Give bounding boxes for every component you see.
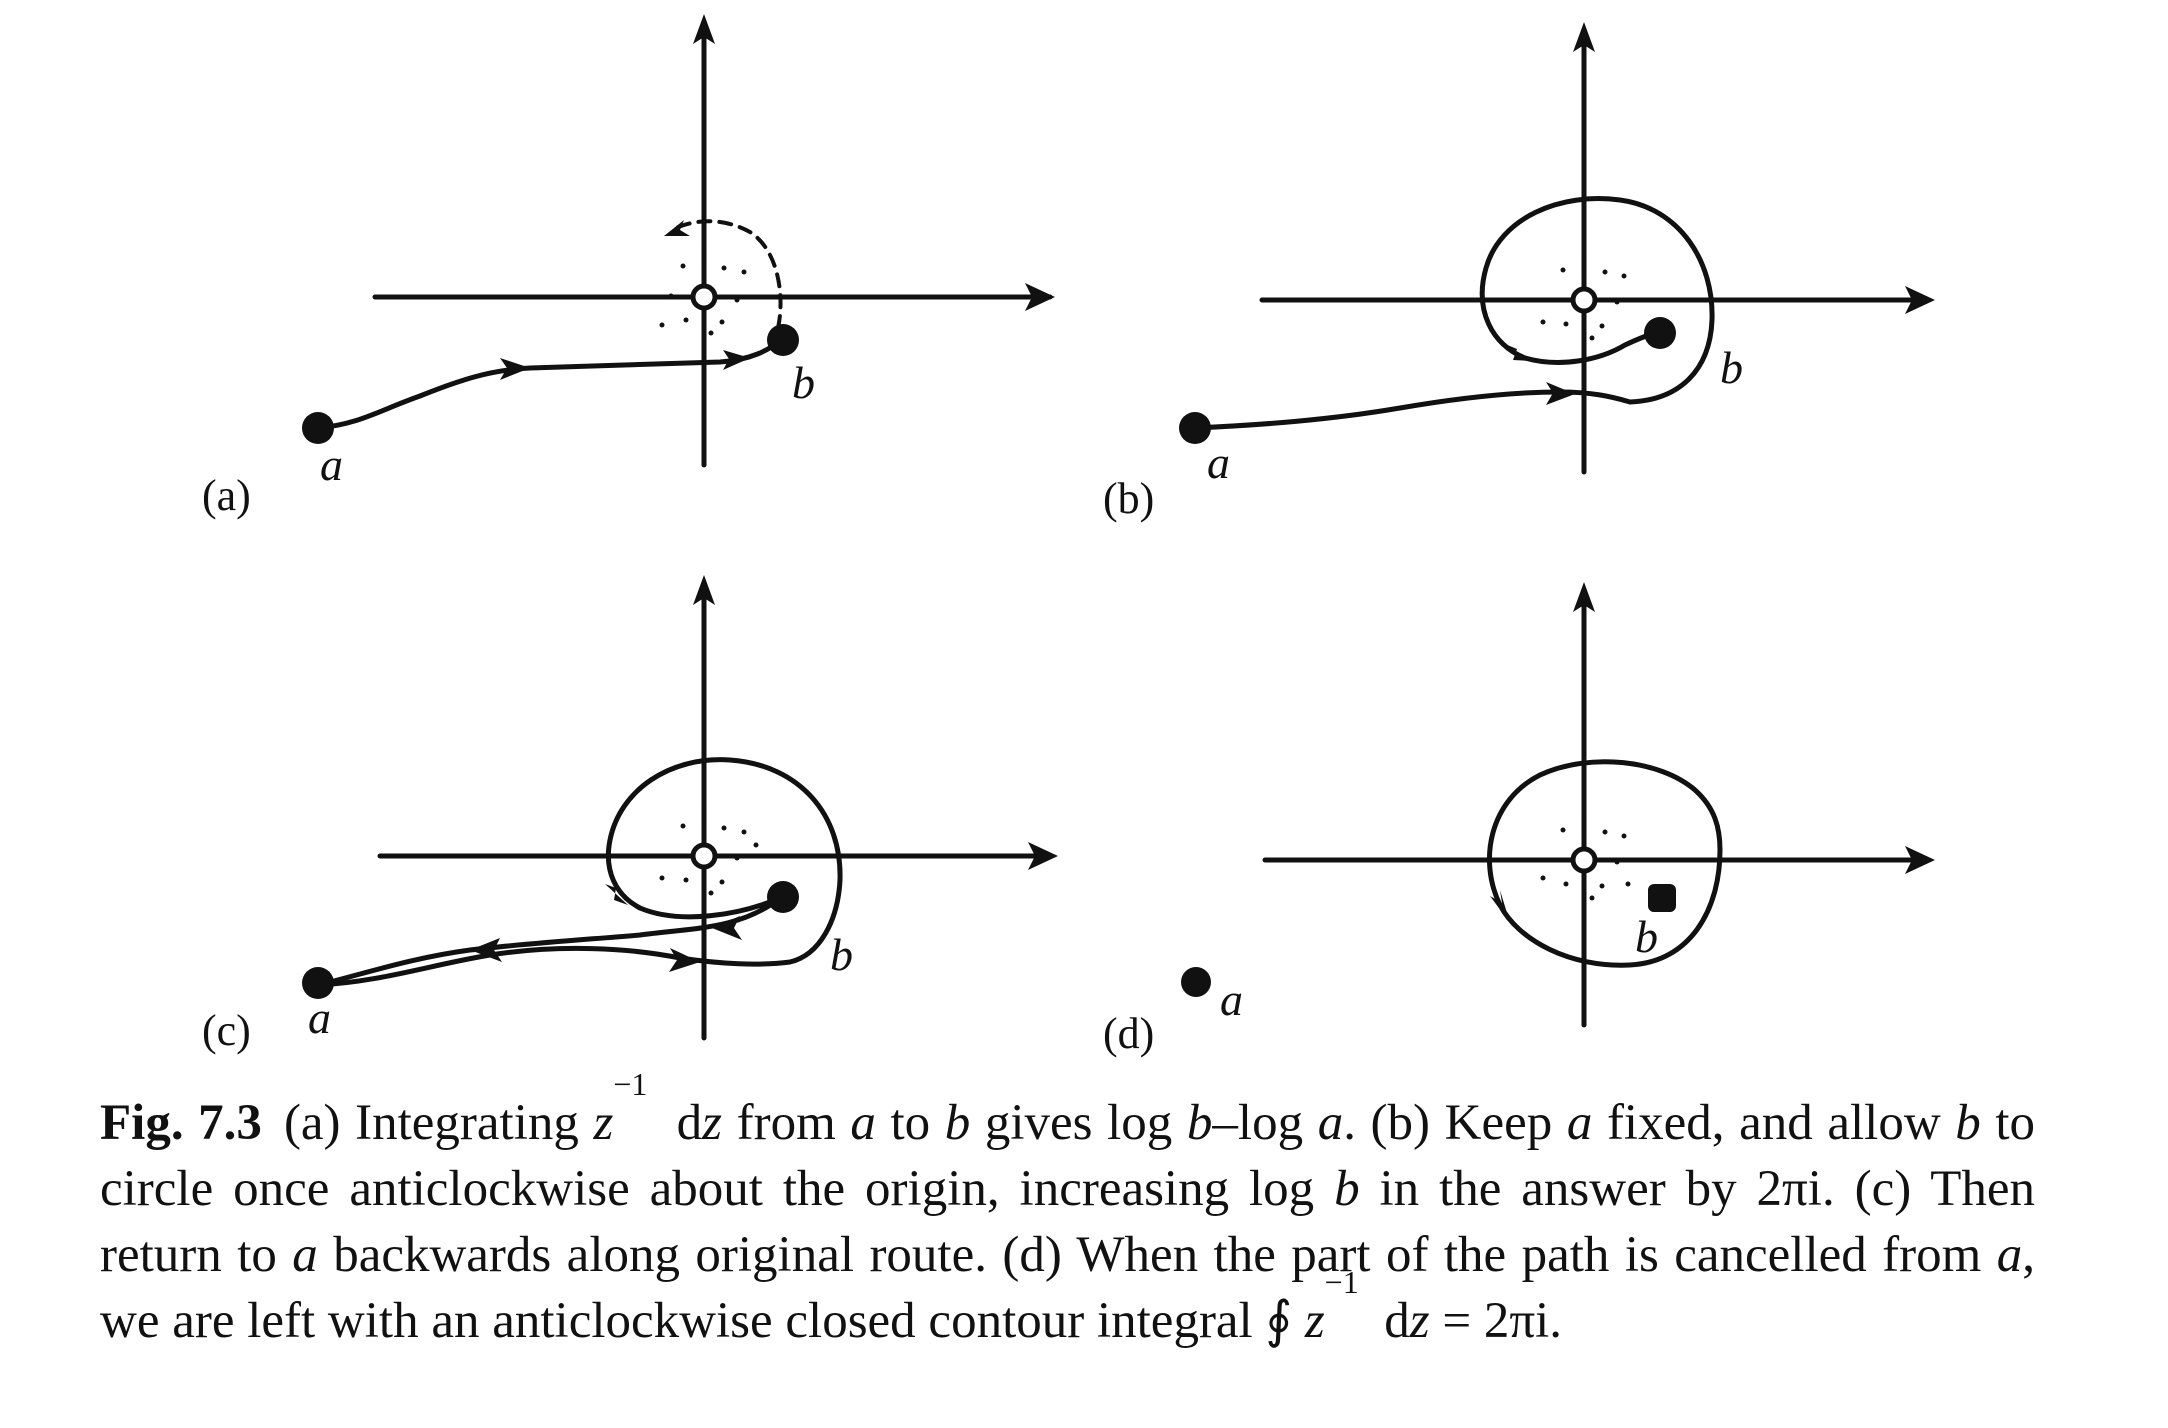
branch-point-specks bbox=[659, 815, 759, 896]
real-axis-arrowhead bbox=[1905, 846, 1935, 874]
point-b-label: b bbox=[792, 357, 815, 408]
caption-var: z bbox=[1304, 1293, 1325, 1349]
figure-number: Fig. 7.3 bbox=[100, 1095, 262, 1151]
return-arrowhead-1 bbox=[470, 938, 502, 962]
origin-marker bbox=[1570, 846, 1598, 874]
imaginary-axis-arrowhead bbox=[693, 575, 715, 605]
path-forward bbox=[315, 757, 843, 988]
caption-var: b bbox=[944, 1095, 971, 1151]
point-b-label: b bbox=[1635, 911, 1658, 962]
path-arrowhead-2 bbox=[723, 350, 750, 370]
origin-marker bbox=[1570, 286, 1598, 314]
contour-arrowhead bbox=[1490, 890, 1510, 923]
loop-around-origin bbox=[1479, 196, 1715, 405]
caption-text: to bbox=[875, 1095, 945, 1151]
point-b-label: b bbox=[1720, 342, 1743, 393]
caption-text: –log bbox=[1212, 1095, 1318, 1151]
closed-contour bbox=[1486, 759, 1723, 968]
caption-exponent: −1 bbox=[1324, 1264, 1359, 1300]
point-a-label: a bbox=[1220, 974, 1243, 1025]
caption-var: z bbox=[702, 1095, 722, 1151]
real-axis-arrowhead bbox=[1028, 842, 1058, 870]
panel-a: a b (a) bbox=[202, 14, 1055, 520]
point-a-dot bbox=[1179, 412, 1211, 444]
caption-var: a bbox=[1996, 1227, 2023, 1283]
loop-arrowhead bbox=[605, 884, 628, 905]
imaginary-axis-arrowhead bbox=[693, 14, 715, 44]
path-a-to-b bbox=[315, 337, 783, 431]
real-axis-arrowhead bbox=[1905, 286, 1935, 314]
path-arrowhead-1 bbox=[500, 358, 530, 380]
caption-text: . (b) Keep bbox=[1343, 1095, 1567, 1151]
real-axis-arrowhead bbox=[1025, 283, 1055, 311]
panel-d: a b (d) bbox=[1103, 582, 1935, 1058]
dashed-arc-arrowhead bbox=[664, 220, 690, 236]
point-b-dot bbox=[767, 324, 799, 356]
caption-text: from bbox=[722, 1095, 851, 1151]
imaginary-axis-arrowhead bbox=[1573, 582, 1595, 612]
branch-point-specks bbox=[659, 255, 747, 336]
caption-text: in the answer by 2πi. (c) Then return to bbox=[100, 1161, 2035, 1283]
point-a-label: a bbox=[320, 439, 343, 490]
path-arrowhead bbox=[1546, 382, 1575, 405]
caption-text: d bbox=[1384, 1293, 1410, 1349]
caption-var: b bbox=[1334, 1161, 1360, 1217]
point-b-dot bbox=[1648, 884, 1676, 912]
panel-b: a b (b) bbox=[1103, 22, 1935, 523]
caption-text: , we are left with an anticlockwise clos… bbox=[100, 1227, 2035, 1349]
point-a-dot bbox=[302, 967, 334, 999]
imaginary-axis-arrowhead bbox=[1573, 22, 1595, 52]
figure-caption: Fig. 7.3 (a) Integrating z−1 dz from a to… bbox=[100, 1068, 2036, 1354]
caption-text: backwards along original route. (d) When… bbox=[317, 1227, 1997, 1283]
panel-d-label: (d) bbox=[1103, 1009, 1154, 1058]
forward-arrowhead bbox=[669, 948, 700, 972]
caption-exponent: −1 bbox=[613, 1066, 648, 1102]
panel-b-label: (b) bbox=[1103, 474, 1154, 523]
figure-7-3: a b (a) a b (b) bbox=[202, 14, 1935, 1058]
panel-c: a b (c) bbox=[202, 575, 1058, 1055]
caption-text: = 2πi. bbox=[1429, 1293, 1563, 1349]
caption-var: b bbox=[1186, 1095, 1213, 1151]
caption-text: to circle once anticlockwise about the o… bbox=[100, 1095, 2036, 1217]
caption-text: d bbox=[676, 1095, 703, 1151]
point-a-label: a bbox=[308, 992, 331, 1043]
origin-marker bbox=[690, 842, 718, 870]
dashed-arc bbox=[670, 219, 783, 330]
caption-var: a bbox=[850, 1095, 876, 1151]
path-return bbox=[315, 895, 783, 988]
caption-var: a bbox=[1566, 1095, 1593, 1151]
return-arrowhead-2 bbox=[712, 916, 742, 940]
caption-var: z bbox=[593, 1095, 614, 1151]
caption-var: a bbox=[1317, 1095, 1344, 1151]
point-a-dot bbox=[302, 412, 334, 444]
caption-text: gives log bbox=[970, 1095, 1187, 1151]
caption-var: z bbox=[1409, 1293, 1430, 1349]
caption-var: a bbox=[292, 1227, 318, 1283]
point-a-dot bbox=[1181, 967, 1211, 997]
point-b-label: b bbox=[830, 929, 853, 980]
caption-text: fixed, and allow bbox=[1592, 1095, 1956, 1151]
branch-point-specks bbox=[1540, 819, 1631, 901]
panel-c-label: (c) bbox=[202, 1006, 251, 1055]
point-a-label: a bbox=[1207, 437, 1230, 488]
panel-a-label: (a) bbox=[202, 471, 251, 520]
origin-marker bbox=[690, 283, 718, 311]
branch-point-specks bbox=[1540, 259, 1627, 341]
caption-text: (a) Integrating bbox=[283, 1095, 594, 1151]
caption-var: b bbox=[1955, 1095, 1981, 1151]
path-a-to-loop bbox=[1192, 389, 1633, 431]
point-b-dot bbox=[1644, 317, 1676, 349]
point-b-dot bbox=[767, 881, 799, 913]
